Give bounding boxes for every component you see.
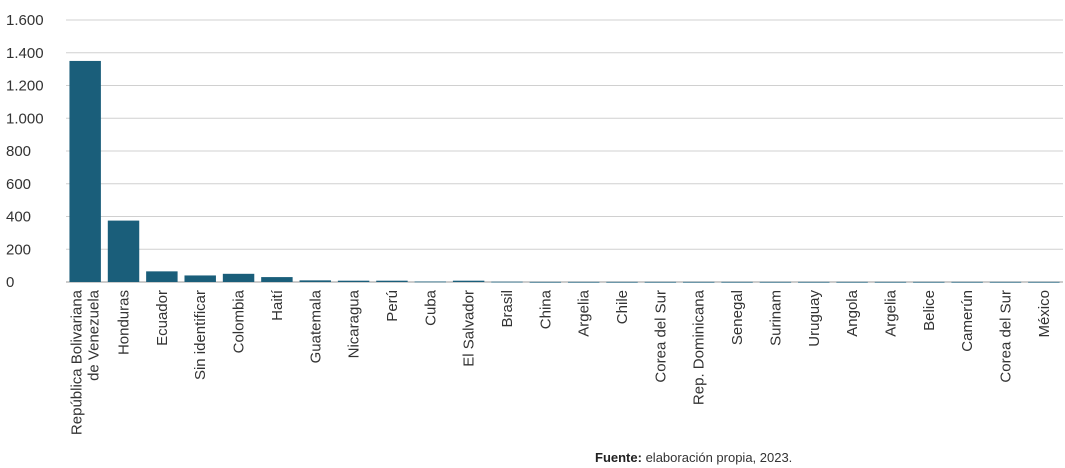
x-tick-label-line: Guatemala [307, 289, 324, 363]
x-tick-label-line: Corea del Sur [997, 290, 1014, 383]
x-tick-label-line: El Salvador [461, 290, 478, 367]
x-tick-label: China [537, 289, 554, 329]
y-tick-label: 800 [6, 143, 31, 160]
x-tick-label: Camerún [959, 290, 976, 352]
x-tick-label-line: México [1036, 290, 1053, 338]
y-tick-label: 1.400 [6, 45, 44, 62]
bar [146, 271, 178, 282]
x-tick-label: Nicaragua [346, 289, 363, 358]
x-tick-label-line: Surinam [767, 290, 784, 346]
bar [644, 281, 677, 283]
y-tick-label: 400 [6, 209, 31, 226]
y-tick-label: 600 [6, 176, 31, 193]
y-tick-label: 1.200 [6, 78, 44, 95]
x-tick-label-line: Sin identificar [192, 290, 209, 380]
x-tick-label: Corea del Sur [652, 290, 669, 383]
bar [491, 281, 523, 283]
y-tick-label: 1.600 [6, 12, 44, 29]
x-tick-label-line: República Bolivariana [69, 289, 86, 435]
x-tick-label-line: Angola [844, 289, 861, 336]
x-tick-label: Argelia [882, 289, 899, 336]
bar [951, 281, 983, 283]
x-tick-label: Guatemala [307, 289, 324, 363]
bar [529, 281, 562, 283]
x-tick-label: Chile [614, 290, 631, 324]
y-tick-label: 200 [6, 241, 31, 258]
x-tick-label: Honduras [116, 290, 133, 355]
bar [759, 281, 792, 283]
bar [184, 275, 216, 282]
bar [376, 280, 408, 282]
x-tick-label-line: Nicaragua [346, 289, 363, 358]
bars [69, 60, 1060, 283]
x-tick-label-line: Perú [384, 290, 401, 322]
x-tick-label: Colombia [231, 289, 248, 353]
x-tick-label-line: Colombia [231, 289, 248, 353]
bar [836, 281, 868, 283]
bar [913, 281, 945, 283]
y-axis-ticks: 0 200 400 600 800 1.000 1.200 1.400 1.600 [6, 12, 44, 291]
bar [69, 60, 101, 282]
x-tick-label-line: de Venezuela [86, 289, 103, 381]
x-tick-label: Senegal [729, 290, 746, 345]
x-tick-label: Cuba [422, 289, 439, 326]
source-label: Fuente: [595, 450, 642, 465]
bar [1028, 281, 1060, 283]
x-tick-label: Uruguay [806, 290, 823, 347]
bar [682, 281, 715, 283]
x-tick-label-line: Camerún [959, 290, 976, 352]
x-tick-label-line: Corea del Sur [652, 290, 669, 383]
x-tick-label-line: Uruguay [806, 290, 823, 347]
bar [874, 281, 907, 283]
bar [337, 280, 370, 282]
x-tick-label: Ecuador [154, 290, 171, 346]
x-tick-label: Belice [921, 290, 938, 331]
x-tick-label-line: China [537, 289, 554, 329]
bar [107, 220, 140, 282]
x-tick-label-line: Brasil [499, 290, 516, 328]
x-tick-label-line: Senegal [729, 290, 746, 345]
bar [567, 281, 600, 283]
x-tick-label-line: Haití [269, 289, 286, 321]
x-tick-label: Perú [384, 290, 401, 322]
x-tick-label: Surinam [767, 290, 784, 346]
x-tick-label-line: Honduras [116, 290, 133, 355]
source-text: elaboración propia, 2023. [645, 450, 793, 465]
source-note: Fuente: elaboración propia, 2023. [595, 450, 792, 465]
x-tick-label-line: Ecuador [154, 290, 171, 346]
y-tick-label: 1.000 [6, 110, 44, 127]
x-tick-label: Argelia [576, 289, 593, 336]
x-tick-label: Rep. Dominicana [691, 289, 708, 405]
bar [606, 281, 638, 283]
bar [299, 280, 331, 282]
bar [452, 280, 485, 282]
x-tick-label-line: Argelia [576, 289, 593, 336]
x-axis-labels: República Bolivariana de Venezuela Hondura… [69, 289, 1053, 435]
grid-lines [66, 19, 1063, 283]
bar [222, 273, 255, 282]
bar [261, 277, 293, 282]
x-tick-label-line: Rep. Dominicana [691, 289, 708, 405]
bar [798, 281, 830, 283]
bar [414, 281, 447, 283]
bar [721, 281, 753, 283]
x-tick-label: Angola [844, 289, 861, 336]
x-tick-label: México [1036, 290, 1053, 338]
x-tick-label-line: Cuba [422, 289, 439, 326]
x-tick-label-line: Argelia [882, 289, 899, 336]
x-tick-label-line: Belice [921, 290, 938, 331]
x-tick-label: Corea del Sur [997, 290, 1014, 383]
y-tick-label: 0 [6, 274, 14, 291]
x-tick-label: Brasil [499, 290, 516, 328]
x-tick-label: Sin identificar [192, 290, 209, 380]
x-tick-label-line: Chile [614, 290, 631, 324]
x-tick-label: El Salvador [461, 290, 478, 367]
x-tick-label: Haití [269, 289, 286, 321]
x-tick-label: República Bolivariana de Venezuela [69, 289, 103, 435]
bar [989, 281, 1022, 283]
